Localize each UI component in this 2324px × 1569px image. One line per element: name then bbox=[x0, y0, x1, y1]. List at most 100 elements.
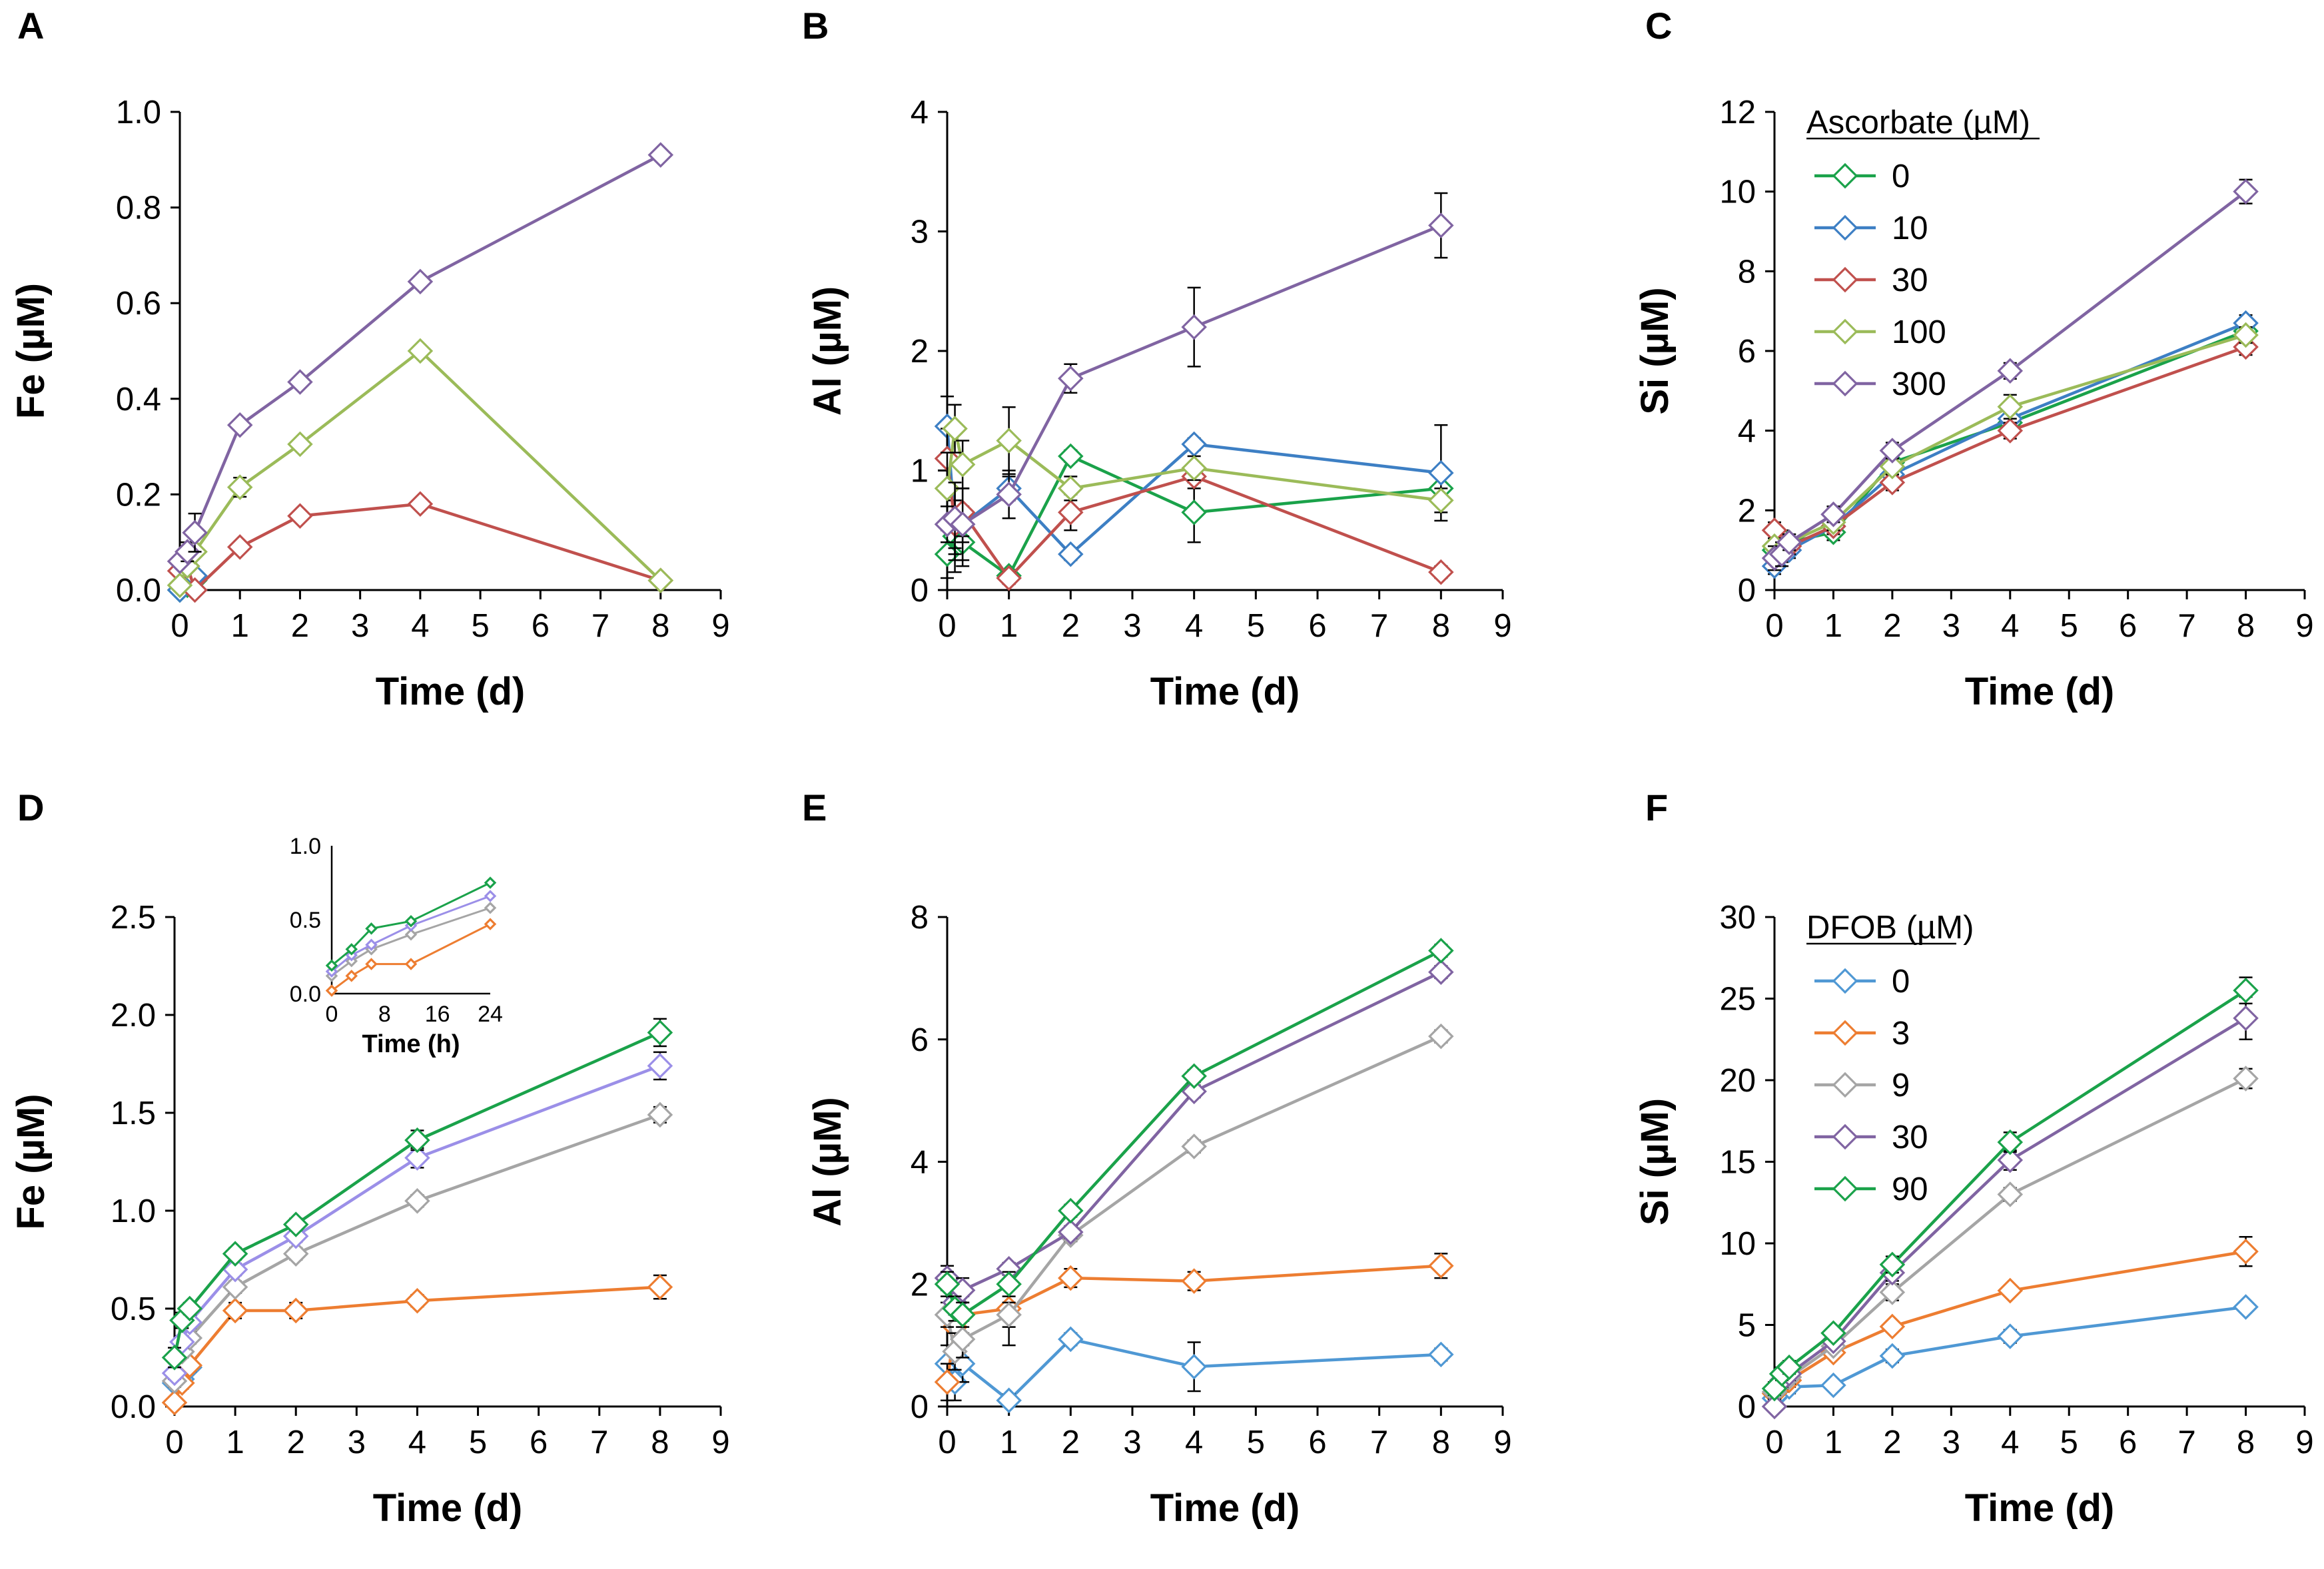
legend-swatch-marker bbox=[1832, 266, 1858, 293]
x-tick-label: 6 bbox=[2119, 1424, 2137, 1460]
x-tick-label: 4 bbox=[2001, 1424, 2019, 1460]
y-axis-title: Si (µM) bbox=[1633, 287, 1677, 414]
y-axis-title: Fe (µM) bbox=[9, 1094, 53, 1229]
data-point-0 bbox=[1181, 499, 1207, 525]
x-tick-label: 9 bbox=[711, 608, 729, 644]
data-point-300 bbox=[226, 412, 253, 438]
x-tick-label: 2 bbox=[1883, 1424, 1901, 1460]
x-tick-label: 6 bbox=[2119, 608, 2137, 644]
data-point-0 bbox=[1997, 1323, 2024, 1349]
series-90 bbox=[1761, 976, 2259, 1402]
x-tick-label: 7 bbox=[1370, 1424, 1388, 1460]
panel-d: D 0 1 2 3 4 5 6 7 8 9 0.0 0.5 1.0 1.5 2.0 2.5 Time (d) Fe … bbox=[9, 786, 730, 1530]
inset-y-tick-label: 0.5 bbox=[290, 908, 321, 933]
data-point-300 bbox=[182, 519, 208, 546]
legend-swatch-marker bbox=[1832, 162, 1858, 189]
data-point-3 bbox=[222, 1297, 248, 1324]
x-tick-label: 4 bbox=[2001, 608, 2019, 644]
y-tick-label: 0.4 bbox=[116, 382, 161, 418]
data-point-9 bbox=[404, 1188, 430, 1214]
data-point-0 bbox=[1879, 1343, 1906, 1369]
y-tick-label: 0.2 bbox=[116, 477, 161, 513]
x-tick-label: 9 bbox=[2295, 1424, 2313, 1460]
x-tick-label: 8 bbox=[651, 608, 669, 644]
x-tick-label: 4 bbox=[408, 1424, 426, 1460]
y-tick-label: 30 bbox=[1719, 900, 1756, 936]
data-point-90 bbox=[1997, 1129, 2024, 1155]
data-point-30 bbox=[1058, 1219, 1084, 1245]
x-tick-label: 6 bbox=[1308, 1424, 1326, 1460]
panel-label-d: D bbox=[17, 786, 44, 828]
data-point-100 bbox=[167, 572, 193, 599]
y-tick-label: 15 bbox=[1719, 1145, 1756, 1181]
inset-data-point-3 bbox=[325, 984, 338, 997]
x-axis-title: Time (d) bbox=[1150, 670, 1300, 713]
data-point-9 bbox=[949, 1326, 976, 1353]
data-point-90 bbox=[161, 1345, 188, 1371]
data-point-300 bbox=[1820, 501, 1846, 527]
y-tick-label: 8 bbox=[1738, 254, 1756, 290]
data-point-30 bbox=[404, 1145, 430, 1171]
data-point-100 bbox=[949, 452, 976, 477]
x-tick-label: 5 bbox=[471, 608, 489, 644]
inset-data-point-90 bbox=[325, 959, 338, 972]
data-point-3 bbox=[1879, 1313, 1906, 1340]
legend-title: Ascorbate (µM) bbox=[1806, 105, 2030, 141]
data-point-3 bbox=[404, 1287, 430, 1314]
x-axis-title: Time (d) bbox=[1150, 1486, 1300, 1530]
x-tick-label: 0 bbox=[938, 608, 956, 644]
y-tick-label: 2 bbox=[911, 334, 929, 370]
legend-swatch-marker bbox=[1832, 370, 1858, 397]
data-point-3 bbox=[647, 1274, 673, 1300]
x-tick-label: 8 bbox=[1432, 608, 1450, 644]
data-point-30 bbox=[647, 1053, 673, 1079]
x-tick-label: 3 bbox=[1123, 1424, 1141, 1460]
y-tick-label: 1.0 bbox=[116, 95, 161, 131]
data-point-100 bbox=[1181, 455, 1207, 481]
inset-data-point-30 bbox=[484, 890, 497, 902]
data-point-0 bbox=[1058, 443, 1084, 470]
inset-x-axis-title: Time (h) bbox=[362, 1030, 460, 1058]
x-tick-label: 0 bbox=[171, 608, 189, 644]
data-point-300 bbox=[647, 142, 674, 168]
x-tick-label: 1 bbox=[226, 1424, 244, 1460]
legend-label: 30 bbox=[1892, 1119, 1928, 1155]
inset-data-point-90 bbox=[404, 914, 418, 928]
x-tick-label: 7 bbox=[591, 608, 609, 644]
data-point-0 bbox=[2233, 1294, 2259, 1320]
x-tick-label: 5 bbox=[1247, 608, 1265, 644]
legend-label: 0 bbox=[1892, 964, 1910, 1000]
inset-data-point-9 bbox=[484, 901, 497, 914]
x-tick-label: 3 bbox=[1942, 1424, 1960, 1460]
data-point-30 bbox=[1428, 959, 1454, 985]
data-point-30 bbox=[226, 534, 253, 560]
legend-label: 100 bbox=[1892, 314, 1946, 350]
data-point-100 bbox=[226, 474, 253, 500]
x-tick-label: 7 bbox=[1370, 608, 1388, 644]
y-tick-label: 12 bbox=[1719, 95, 1756, 131]
data-point-0 bbox=[1428, 1341, 1454, 1368]
legend-label: 3 bbox=[1892, 1016, 1910, 1052]
data-point-300 bbox=[1997, 358, 2024, 384]
panel-a: A 0 1 2 3 4 5 6 7 8 9 0.0 0.2 0.4 0.6 0.8 1.0 Time (d) Fe … bbox=[9, 5, 730, 713]
x-tick-label: 1 bbox=[1000, 608, 1018, 644]
inset-data-point-30 bbox=[365, 938, 378, 952]
legend-title: DFOB (µM) bbox=[1806, 910, 1974, 946]
legend-label: 10 bbox=[1892, 210, 1928, 246]
data-point-30 bbox=[1997, 1147, 2024, 1173]
data-point-90 bbox=[2233, 977, 2259, 1004]
legend-label: 30 bbox=[1892, 262, 1928, 298]
data-point-300 bbox=[287, 369, 313, 395]
x-tick-label: 8 bbox=[651, 1424, 669, 1460]
x-tick-label: 0 bbox=[1765, 608, 1783, 644]
data-point-100 bbox=[407, 338, 434, 364]
x-tick-label: 3 bbox=[351, 608, 369, 644]
data-point-10 bbox=[1058, 541, 1084, 567]
x-tick-label: 4 bbox=[1185, 1424, 1203, 1460]
series-300 bbox=[167, 142, 674, 575]
x-tick-label: 7 bbox=[2177, 608, 2195, 644]
series-3 bbox=[161, 1274, 673, 1416]
series-line-30 bbox=[173, 1064, 661, 1374]
data-point-30 bbox=[287, 503, 313, 529]
x-axis-title: Time (d) bbox=[373, 1486, 523, 1530]
